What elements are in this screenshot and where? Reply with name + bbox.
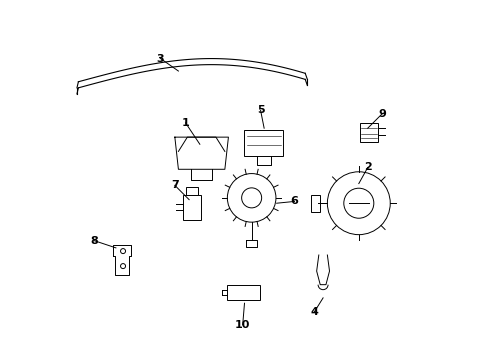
Text: 3: 3 (157, 54, 164, 64)
Text: 10: 10 (235, 320, 250, 330)
Text: 2: 2 (363, 162, 371, 172)
FancyBboxPatch shape (186, 187, 197, 195)
Text: 8: 8 (90, 236, 98, 246)
Text: 6: 6 (290, 197, 298, 206)
Text: 5: 5 (256, 105, 264, 115)
FancyBboxPatch shape (227, 285, 260, 300)
Text: 4: 4 (309, 307, 318, 317)
Text: 1: 1 (182, 118, 189, 128)
Text: 7: 7 (171, 180, 178, 190)
FancyBboxPatch shape (359, 123, 378, 142)
FancyBboxPatch shape (183, 195, 201, 220)
FancyBboxPatch shape (310, 195, 319, 212)
Text: 9: 9 (377, 109, 385, 119)
FancyBboxPatch shape (244, 130, 283, 156)
